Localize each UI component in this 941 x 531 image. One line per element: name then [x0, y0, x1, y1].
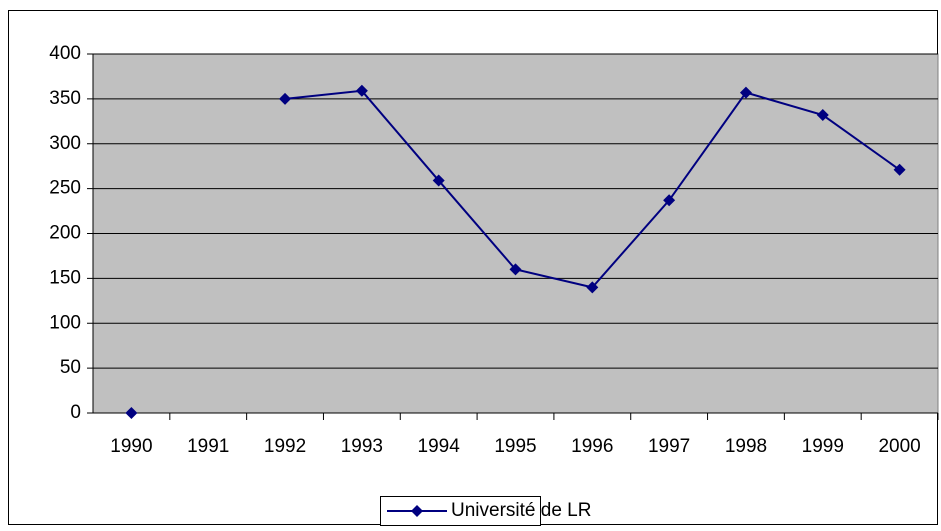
y-tick-label: 100: [49, 312, 81, 333]
point-marker: [125, 407, 138, 419]
y-tick-label: 400: [49, 43, 81, 64]
x-tick-label: 1991: [187, 436, 229, 457]
x-tick-label: 1998: [725, 436, 767, 457]
x-tick-label: 1999: [802, 436, 844, 457]
y-tick-label: 200: [49, 223, 81, 244]
point-marker: [816, 109, 829, 122]
x-tick-label: 1992: [264, 436, 306, 457]
y-tick-label: 300: [49, 133, 81, 154]
point-marker: [663, 194, 676, 207]
point-marker: [893, 163, 906, 176]
legend-marker: [411, 505, 423, 517]
y-tick-label: 350: [49, 88, 81, 109]
y-tick-label: 0: [70, 402, 81, 423]
x-tick-label: 1995: [494, 436, 536, 457]
point-marker: [432, 174, 445, 187]
x-tick-label: 1994: [418, 436, 461, 457]
point-marker: [509, 263, 522, 276]
x-tick-label: 1990: [110, 436, 152, 457]
point-marker: [279, 92, 292, 105]
legend-label: Université de LR: [451, 500, 591, 521]
point-marker: [355, 84, 368, 97]
point-marker: [586, 281, 599, 294]
x-tick-label: 2000: [878, 436, 920, 457]
y-tick-label: 50: [60, 357, 81, 378]
point-marker: [739, 86, 752, 99]
y-tick-label: 250: [49, 178, 81, 199]
x-tick-label: 1996: [571, 436, 613, 457]
x-tick-label: 1993: [341, 436, 383, 457]
x-tick-label: 1997: [648, 436, 690, 457]
y-tick-label: 150: [49, 267, 81, 288]
